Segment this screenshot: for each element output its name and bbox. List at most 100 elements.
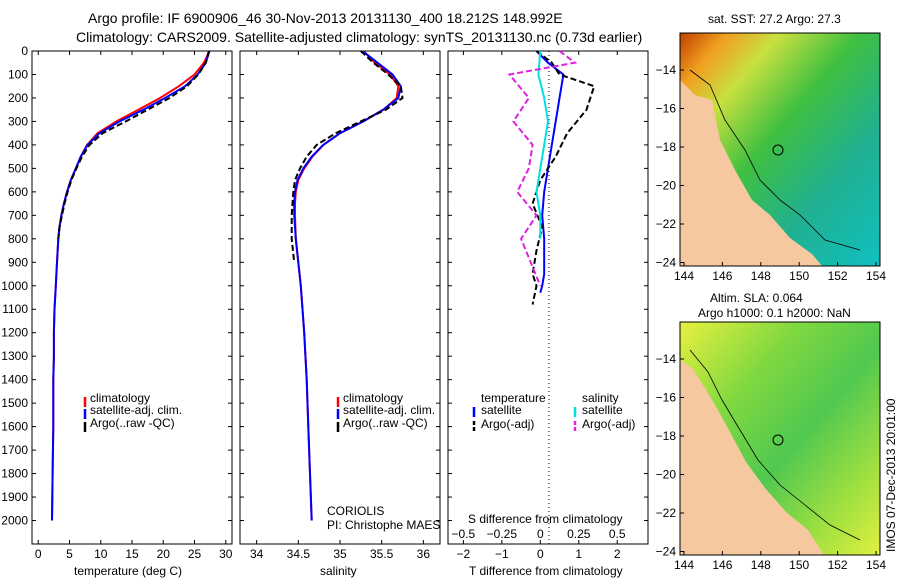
argo-float-marker: [772, 144, 784, 156]
y-tick-label: 1000: [1, 279, 28, 293]
x-tick-label: 30: [219, 547, 233, 561]
x-tick-label: 25: [188, 547, 202, 561]
sst-map-title: sat. SST: 27.2 Argo: 27.3: [708, 12, 841, 26]
map-x-tick-label: 148: [751, 558, 771, 572]
x-tick-label: 36: [417, 547, 431, 561]
sla-map-frame: [679, 321, 881, 556]
salinity-panel: 34 34.5 35 35.5 36 salinity climatology sate…: [239, 50, 441, 578]
difference-plot-frame: [447, 50, 649, 545]
legend-label-climatology: climatology: [90, 391, 150, 405]
map-y-tick-label: −14: [656, 63, 677, 77]
y-tick-label: 1100: [2, 302, 28, 316]
y-tick-label: 1600: [1, 420, 28, 434]
temperature-xlabel: temperature (deg C): [74, 564, 182, 578]
map-x-tick-label: 146: [712, 269, 732, 283]
legend-header-temperature: temperature: [481, 391, 546, 405]
sla-map: Altim. SLA: 0.064 Argo h1000: 0.1 h2000:…: [656, 291, 887, 572]
series-line: [51, 50, 211, 521]
y-tick-label: 800: [8, 232, 28, 246]
sst-map: sat. SST: 27.2 Argo: 27.3 144 146 1: [656, 12, 887, 283]
legend-label-argo: Argo(..raw -QC): [343, 416, 428, 430]
map-y-tick-label: −18: [656, 429, 677, 443]
x-tick-label: 34.5: [287, 547, 311, 561]
series-line: [535, 50, 550, 239]
y-tick-label: 1900: [1, 490, 28, 504]
map-y-tick-label: −20: [656, 468, 677, 482]
salinity-difference-label: S difference from climatology: [468, 512, 623, 526]
difference-panel: −2 −1 0 1 2 −0.5 −0.25 0 0.25 0.5 temperature sal…: [447, 50, 649, 578]
legend-header-salinity: salinity: [582, 391, 619, 405]
x-tick-label: 0: [35, 547, 42, 561]
x-tick-label: 35.5: [370, 547, 394, 561]
title-line-2: Climatology: CARS2009. Satellite-adjuste…: [76, 29, 642, 45]
pi-note: PI: Christophe MAES: [327, 518, 440, 532]
bathymetry-contour: [689, 69, 861, 251]
x-tick-label: −1: [495, 547, 509, 561]
map-x-tick-label: 148: [751, 269, 771, 283]
y-tick-label: 700: [8, 208, 28, 222]
legend-label-temp-argo: Argo(-adj): [481, 417, 534, 431]
map-x-tick-label: 144: [674, 558, 694, 572]
map-y-tick-label: −20: [656, 179, 677, 193]
y-tick-label: 2000: [1, 514, 28, 528]
map-y-tick-label: −16: [656, 102, 677, 116]
series-line: [290, 50, 404, 263]
x-tick-label: 34: [250, 547, 264, 561]
map-x-tick-label: 144: [674, 269, 694, 283]
difference-legend: temperature salinity satellite satellite…: [472, 391, 635, 431]
legend-label-temp-satellite: satellite: [481, 403, 522, 417]
salinity-legend: climatology satellite-adj. clim. Argo(..…: [336, 391, 435, 432]
y-tick-label: 300: [8, 114, 28, 128]
x2-tick-label: −0.5: [452, 527, 476, 541]
map-x-tick-label: 154: [866, 558, 886, 572]
legend-label-argo: Argo(..raw -QC): [90, 416, 175, 430]
temperature-panel: 0100200300400500600700800900100011001200…: [1, 44, 232, 578]
series-line: [51, 50, 211, 521]
y-tick-label: 200: [8, 91, 28, 105]
legend-label-sal-satellite: satellite: [582, 403, 623, 417]
title-line-1: Argo profile: IF 6900906_46 30-Nov-2013 …: [88, 10, 563, 26]
y-tick-label: 1200: [1, 326, 28, 340]
x-tick-label: 0: [537, 547, 544, 561]
temperature-difference-label: T difference from climatology: [469, 564, 623, 578]
x2-tick-label: −0.25: [487, 527, 518, 541]
sla-map-title-1: Altim. SLA: 0.064: [710, 291, 803, 305]
x-tick-label: 15: [125, 547, 139, 561]
data-centre-note: CORIOLIS: [327, 504, 384, 518]
legend-label-sal-argo: Argo(-adj): [582, 417, 635, 431]
series-line: [294, 50, 400, 521]
argo-float-marker: [772, 434, 784, 446]
legend-label-satellite: satellite-adj. clim.: [90, 403, 182, 417]
y-tick-label: 600: [8, 185, 28, 199]
x-tick-label: 2: [614, 547, 621, 561]
y-tick-label: 1500: [1, 396, 28, 410]
salinity-plot-frame: [239, 50, 441, 545]
imos-credit: IMOS 07-Dec-2013 20:01:00: [884, 398, 898, 552]
map-y-tick-label: −22: [656, 217, 677, 231]
y-tick-label: 100: [8, 67, 28, 81]
map-x-tick-label: 152: [828, 558, 848, 572]
y-tick-label: 500: [8, 161, 28, 175]
map-x-tick-label: 150: [789, 269, 809, 283]
map-y-tick-label: −22: [656, 506, 677, 520]
y-tick-label: 1300: [1, 349, 28, 363]
series-line: [293, 50, 402, 521]
salinity-xlabel: salinity: [320, 564, 357, 578]
bathymetry-contour: [689, 349, 861, 541]
legend-label-climatology: climatology: [343, 391, 403, 405]
map-x-tick-label: 154: [866, 269, 886, 283]
x-tick-label: 10: [94, 547, 108, 561]
series-line: [535, 50, 565, 294]
x-tick-label: −2: [457, 547, 471, 561]
x2-tick-label: 0.5: [609, 527, 626, 541]
y-tick-label: 1400: [1, 373, 28, 387]
map-y-tick-label: −18: [656, 140, 677, 154]
temperature-plot-frame: [31, 50, 233, 545]
map-x-tick-label: 150: [789, 558, 809, 572]
y-tick-label: 1700: [1, 443, 28, 457]
x-tick-label: 1: [575, 547, 582, 561]
sst-map-frame: [679, 32, 881, 267]
map-x-tick-label: 146: [712, 558, 732, 572]
y-tick-label: 400: [8, 138, 28, 152]
